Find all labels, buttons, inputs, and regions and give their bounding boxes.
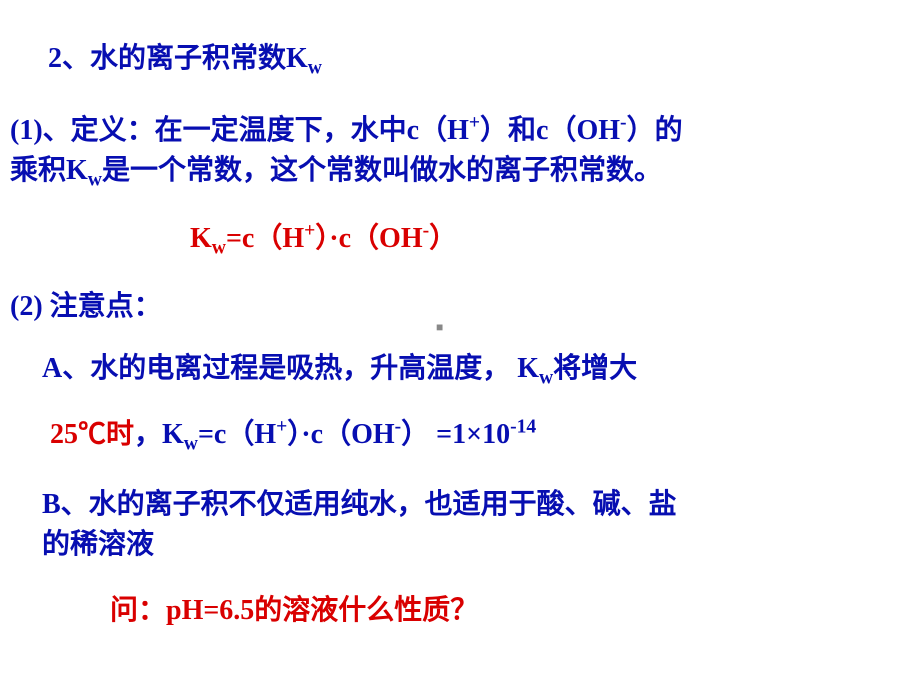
- temp-line: 25℃时，Kw=c（H+）·c（OH-） =1×10-14: [50, 412, 536, 456]
- temp-sup3: -14: [510, 417, 536, 438]
- question-text: 问：pH=6.5的溶液什么性质？: [110, 595, 478, 626]
- temp-sub: w: [184, 434, 198, 455]
- formula-sup1: +: [304, 221, 315, 242]
- pointB-2: 的稀溶液: [42, 529, 154, 560]
- pointB-1: B、水的离子积不仅适用纯水，也适用于酸、碱、盐: [42, 489, 677, 520]
- formula-sub: w: [212, 238, 226, 259]
- formula: Kw=c（H+）·c（OH-）: [190, 216, 457, 260]
- point-a: A、水的电离过程是吸热，升高温度， Kw将增大: [42, 346, 637, 390]
- note-label-text: (2) 注意点：: [10, 291, 162, 322]
- title-text: 2、水的离子积常数K: [48, 43, 308, 74]
- temp-d: ） =1×10: [401, 419, 510, 450]
- dot-decoration: ■: [436, 320, 443, 335]
- definition-line1: (1)、定义：在一定温度下，水中c（H+）和c（OH-）的: [10, 108, 683, 148]
- temp-a: ，K: [134, 419, 184, 450]
- note-label: (2) 注意点：: [10, 284, 162, 324]
- temp-sup1: +: [276, 417, 287, 438]
- formula-a: K: [190, 223, 212, 254]
- def1-end: ）的: [627, 115, 683, 146]
- temp-b: =c（H: [198, 419, 276, 450]
- section-title: 2、水的离子积常数Kw: [48, 36, 322, 80]
- def2-sub: w: [88, 170, 102, 191]
- temp-red: 25℃时: [50, 419, 134, 450]
- pointA-b: 将增大: [553, 353, 637, 384]
- question: 问：pH=6.5的溶液什么性质？: [110, 588, 478, 628]
- point-b-line2: 的稀溶液: [42, 522, 154, 562]
- pointA-a: A、水的电离过程是吸热，升高温度， K: [42, 353, 539, 384]
- title-sub: w: [308, 58, 322, 79]
- def2-b: 是一个常数，这个常数叫做水的离子积常数。: [102, 155, 662, 186]
- definition-line2: 乘积Kw是一个常数，这个常数叫做水的离子积常数。: [10, 148, 662, 192]
- formula-b: =c（H: [226, 223, 304, 254]
- formula-c: ）·c（OH: [315, 223, 422, 254]
- def2-a: 乘积K: [10, 155, 88, 186]
- temp-c: ）·c（OH: [287, 419, 394, 450]
- def1-mid: ）和c（OH: [480, 115, 620, 146]
- point-b-line1: B、水的离子积不仅适用纯水，也适用于酸、碱、盐: [42, 482, 677, 522]
- formula-d: ）: [429, 223, 457, 254]
- def1-sup1: +: [469, 113, 480, 134]
- def1-a: (1)、定义：在一定温度下，水中c（H: [10, 115, 469, 146]
- pointA-sub: w: [539, 368, 553, 389]
